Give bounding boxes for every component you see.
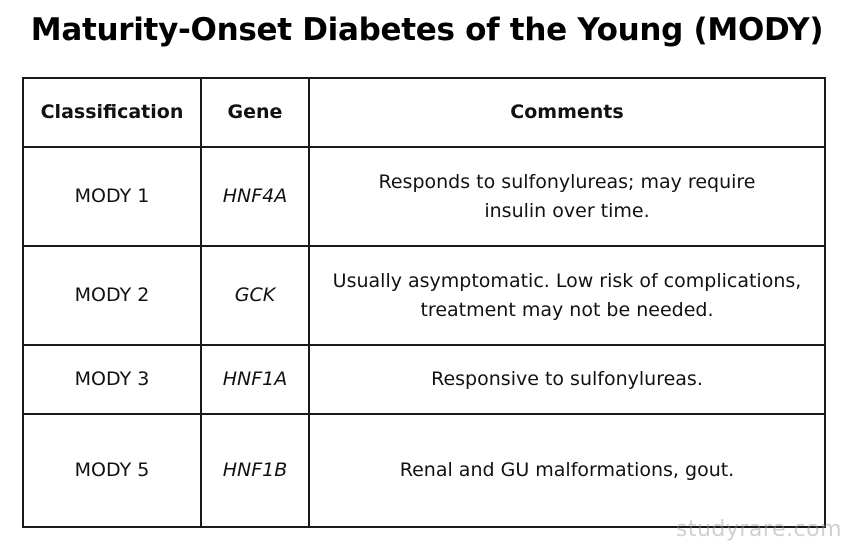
cell-classification: MODY 5 <box>22 413 202 528</box>
cell-gene: HNF4A <box>200 146 310 247</box>
header-comments: Comments <box>308 77 826 148</box>
table-header-row: Classification Gene Comments <box>22 77 826 148</box>
watermark: studyrare.com <box>675 517 842 542</box>
cell-classification: MODY 1 <box>22 146 202 247</box>
cell-gene: HNF1B <box>200 413 310 528</box>
cell-gene: HNF1A <box>200 344 310 415</box>
header-classification: Classification <box>22 77 202 148</box>
cell-classification: MODY 2 <box>22 245 202 346</box>
cell-comments: Renal and GU malformations, gout. <box>308 413 826 528</box>
header-gene: Gene <box>200 77 310 148</box>
mody-table: Classification Gene Comments MODY 1 HNF4… <box>22 77 826 528</box>
cell-comments: Responds to sulfonylureas; may require i… <box>308 146 826 247</box>
cell-classification: MODY 3 <box>22 344 202 415</box>
cell-comments: Usually asymptomatic. Low risk of compli… <box>308 245 826 346</box>
cell-gene: GCK <box>200 245 310 346</box>
table-row: MODY 2 GCK Usually asymptomatic. Low ris… <box>22 245 826 346</box>
table-row: MODY 3 HNF1A Responsive to sulfonylureas… <box>22 344 826 415</box>
table-row: MODY 5 HNF1B Renal and GU malformations,… <box>22 413 826 528</box>
page-title: Maturity-Onset Diabetes of the Young (MO… <box>30 12 824 48</box>
table-row: MODY 1 HNF4A Responds to sulfonylureas; … <box>22 146 826 247</box>
cell-comments: Responsive to sulfonylureas. <box>308 344 826 415</box>
